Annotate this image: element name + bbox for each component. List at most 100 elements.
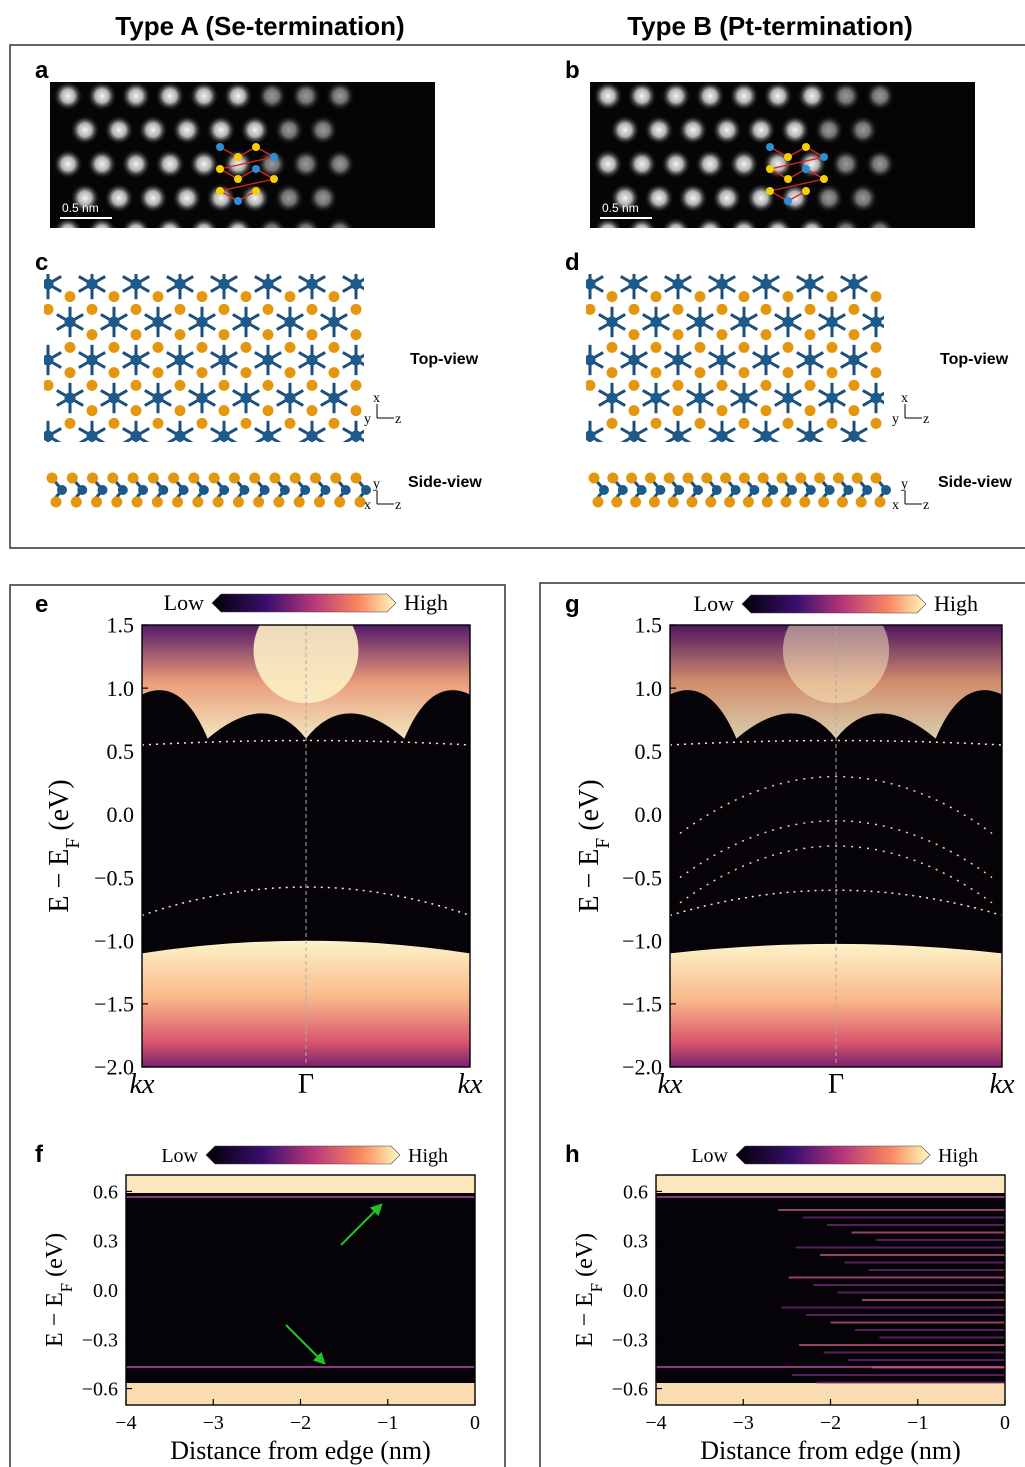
se-atom: [65, 418, 76, 429]
se-atom: [673, 405, 684, 416]
se-atom: [701, 473, 712, 484]
se-atom: [65, 291, 76, 302]
se-atom: [175, 380, 186, 391]
pt-atom: [307, 431, 318, 442]
colorbar: [736, 1146, 930, 1164]
se-atom: [871, 342, 882, 353]
bond: [907, 322, 920, 330]
pt-atom: [862, 485, 872, 495]
stm-spot: [831, 149, 861, 179]
bond: [114, 466, 127, 474]
se-atom: [668, 497, 679, 508]
bond: [885, 284, 898, 292]
x-tick-label: kx: [990, 1069, 1015, 1100]
se-atom: [626, 473, 637, 484]
y-tick-label: −0.3: [82, 1329, 118, 1351]
overlay-atom: [784, 197, 792, 205]
y-axis-label: E − EF (eV): [44, 779, 84, 912]
stm-spot: [661, 217, 691, 247]
se-atom: [783, 291, 794, 302]
stm-spot: [325, 149, 355, 179]
scale-bar-label: 0.5 nm: [602, 201, 639, 215]
stm-spot: [729, 81, 759, 111]
bond: [422, 398, 435, 406]
se-atom: [241, 443, 252, 454]
pt-atom: [629, 431, 640, 442]
y-tick-label: −0.6: [82, 1379, 118, 1401]
pt-atom: [731, 485, 741, 495]
pt-atom: [98, 485, 108, 495]
se-atom: [285, 418, 296, 429]
se-atom: [395, 380, 406, 391]
se-atom: [219, 304, 230, 315]
se-atom: [91, 497, 102, 508]
overlay-atom: [802, 165, 810, 173]
y-axis-label: E − EF (eV): [572, 1233, 606, 1347]
pt-atom: [607, 317, 618, 328]
x-tick-label: −2: [290, 1412, 311, 1434]
se-atom: [241, 342, 252, 353]
colorbar-label: High: [934, 591, 978, 616]
se-atom: [743, 497, 754, 508]
pt-atom: [739, 393, 750, 404]
se-atom: [351, 380, 362, 391]
plot-area: [593, 81, 895, 247]
se-atom: [233, 497, 244, 508]
stm-spot: [155, 217, 185, 247]
se-atom: [131, 304, 142, 315]
bond: [277, 466, 290, 474]
overlay-atom: [270, 175, 278, 183]
axis-glyph-label: z: [395, 498, 401, 513]
se-atom: [417, 367, 428, 378]
se-atom: [799, 497, 810, 508]
stm-spot: [121, 81, 151, 111]
overlay-atom: [802, 187, 810, 195]
y-tick-label: −1.5: [622, 992, 662, 1017]
se-atom: [111, 497, 122, 508]
se-atom: [329, 342, 340, 353]
stm-spot: [121, 149, 151, 179]
overlay-atom: [252, 143, 260, 151]
overlay-atom: [766, 143, 774, 151]
se-atom: [739, 342, 750, 353]
se-atom: [417, 443, 428, 454]
pt-atom: [849, 279, 860, 290]
se-atom: [153, 291, 164, 302]
heatmap: [126, 1175, 475, 1405]
y-tick-label: 0.0: [635, 802, 663, 827]
bond: [920, 474, 933, 482]
pt-atom: [674, 485, 684, 495]
pt-atom: [219, 485, 229, 495]
bond: [400, 276, 413, 284]
se-atom: [131, 329, 142, 340]
pt-atom: [158, 485, 168, 495]
bond: [951, 390, 964, 398]
y-axis-label-sub: F: [587, 1283, 606, 1292]
pt-atom: [341, 485, 351, 495]
axis-glyph-label: x: [373, 391, 380, 406]
pt-atom: [219, 279, 230, 290]
se-atom: [937, 380, 948, 391]
se-atom: [153, 367, 164, 378]
se-atom: [871, 291, 882, 302]
overlay-atom: [216, 143, 224, 151]
pt-atom: [693, 485, 703, 495]
bond: [907, 390, 920, 398]
se-atom: [664, 473, 675, 484]
bond: [409, 314, 422, 322]
pt-atom: [320, 485, 330, 495]
se-atom: [959, 443, 970, 454]
bond: [964, 322, 977, 330]
pt-atom: [768, 485, 778, 495]
se-atom: [585, 304, 596, 315]
bond: [400, 284, 413, 292]
stm-spot: [695, 217, 725, 247]
bond: [422, 314, 435, 322]
pt-atom: [65, 317, 76, 328]
se-atom: [783, 418, 794, 429]
se-atom: [241, 291, 252, 302]
pt-atom: [285, 317, 296, 328]
y-axis-label-unit: (eV): [44, 779, 75, 837]
stm-spot: [644, 183, 674, 213]
stm-spot: [325, 81, 355, 111]
